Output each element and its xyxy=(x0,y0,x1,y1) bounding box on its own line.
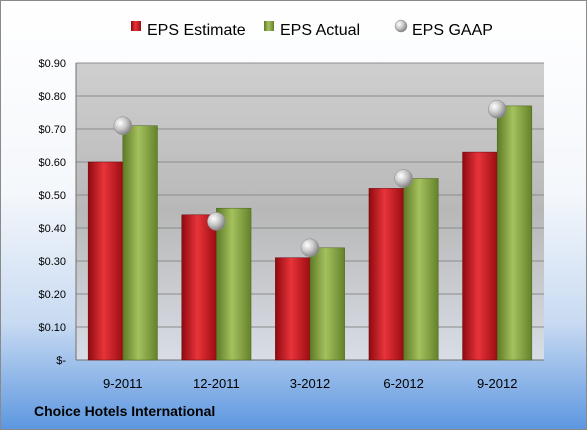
company-label: Choice Hotels International xyxy=(34,403,216,419)
y-tick-label: $- xyxy=(56,355,66,367)
y-tick-label: $0.80 xyxy=(38,91,66,103)
x-axis: 9-2011 12-2011 3-2012 6-2012 9-2012 xyxy=(103,376,517,391)
legend: EPS Estimate EPS Actual EPS GAAP xyxy=(131,19,493,39)
y-tick-label: $0.60 xyxy=(38,157,66,169)
bar-eps-estimate xyxy=(181,214,217,361)
marker-eps-gaap xyxy=(113,116,133,135)
bar-eps-estimate xyxy=(87,161,124,361)
marker-eps-gaap xyxy=(394,169,413,188)
x-tick-label: 12-2011 xyxy=(193,376,240,391)
legend-label: EPS Actual xyxy=(280,22,360,39)
x-tick-label: 3-2012 xyxy=(290,376,330,391)
y-tick-label: $0.90 xyxy=(38,58,66,70)
gaap-markers xyxy=(113,99,507,258)
bar-eps-actual xyxy=(122,125,158,361)
bar-eps-estimate xyxy=(275,257,311,361)
x-tick-label: 6-2012 xyxy=(383,376,423,391)
x-tick-label: 9-2012 xyxy=(477,376,517,391)
legend-label: EPS Estimate xyxy=(147,22,246,39)
y-tick-label: $0.70 xyxy=(38,124,66,136)
bar-eps-estimate xyxy=(462,151,498,361)
legend-swatch xyxy=(394,19,408,33)
x-tick-label: 9-2011 xyxy=(103,376,143,391)
legend-swatch xyxy=(264,21,274,31)
bar-eps-actual xyxy=(403,178,439,361)
legend-swatch xyxy=(131,21,141,31)
y-tick-label: $0.40 xyxy=(38,223,66,235)
y-tick-label: $0.20 xyxy=(38,289,66,301)
bar-eps-actual xyxy=(216,207,252,361)
y-tick-label: $0.10 xyxy=(38,322,66,334)
y-tick-label: $0.30 xyxy=(38,256,66,268)
marker-eps-gaap xyxy=(487,99,507,119)
legend-label: EPS GAAP xyxy=(412,22,493,39)
bars xyxy=(87,105,533,361)
y-tick-label: $0.50 xyxy=(38,190,66,202)
bar-eps-estimate xyxy=(368,188,404,361)
marker-eps-gaap xyxy=(207,212,226,231)
bar-eps-actual xyxy=(496,105,533,361)
marker-eps-gaap xyxy=(300,238,320,258)
bar-eps-actual xyxy=(309,247,345,361)
y-axis: $- $0.10 $0.20 $0.30 $0.40 $0.50 $0.60 $0.70 $0.… xyxy=(38,58,66,367)
